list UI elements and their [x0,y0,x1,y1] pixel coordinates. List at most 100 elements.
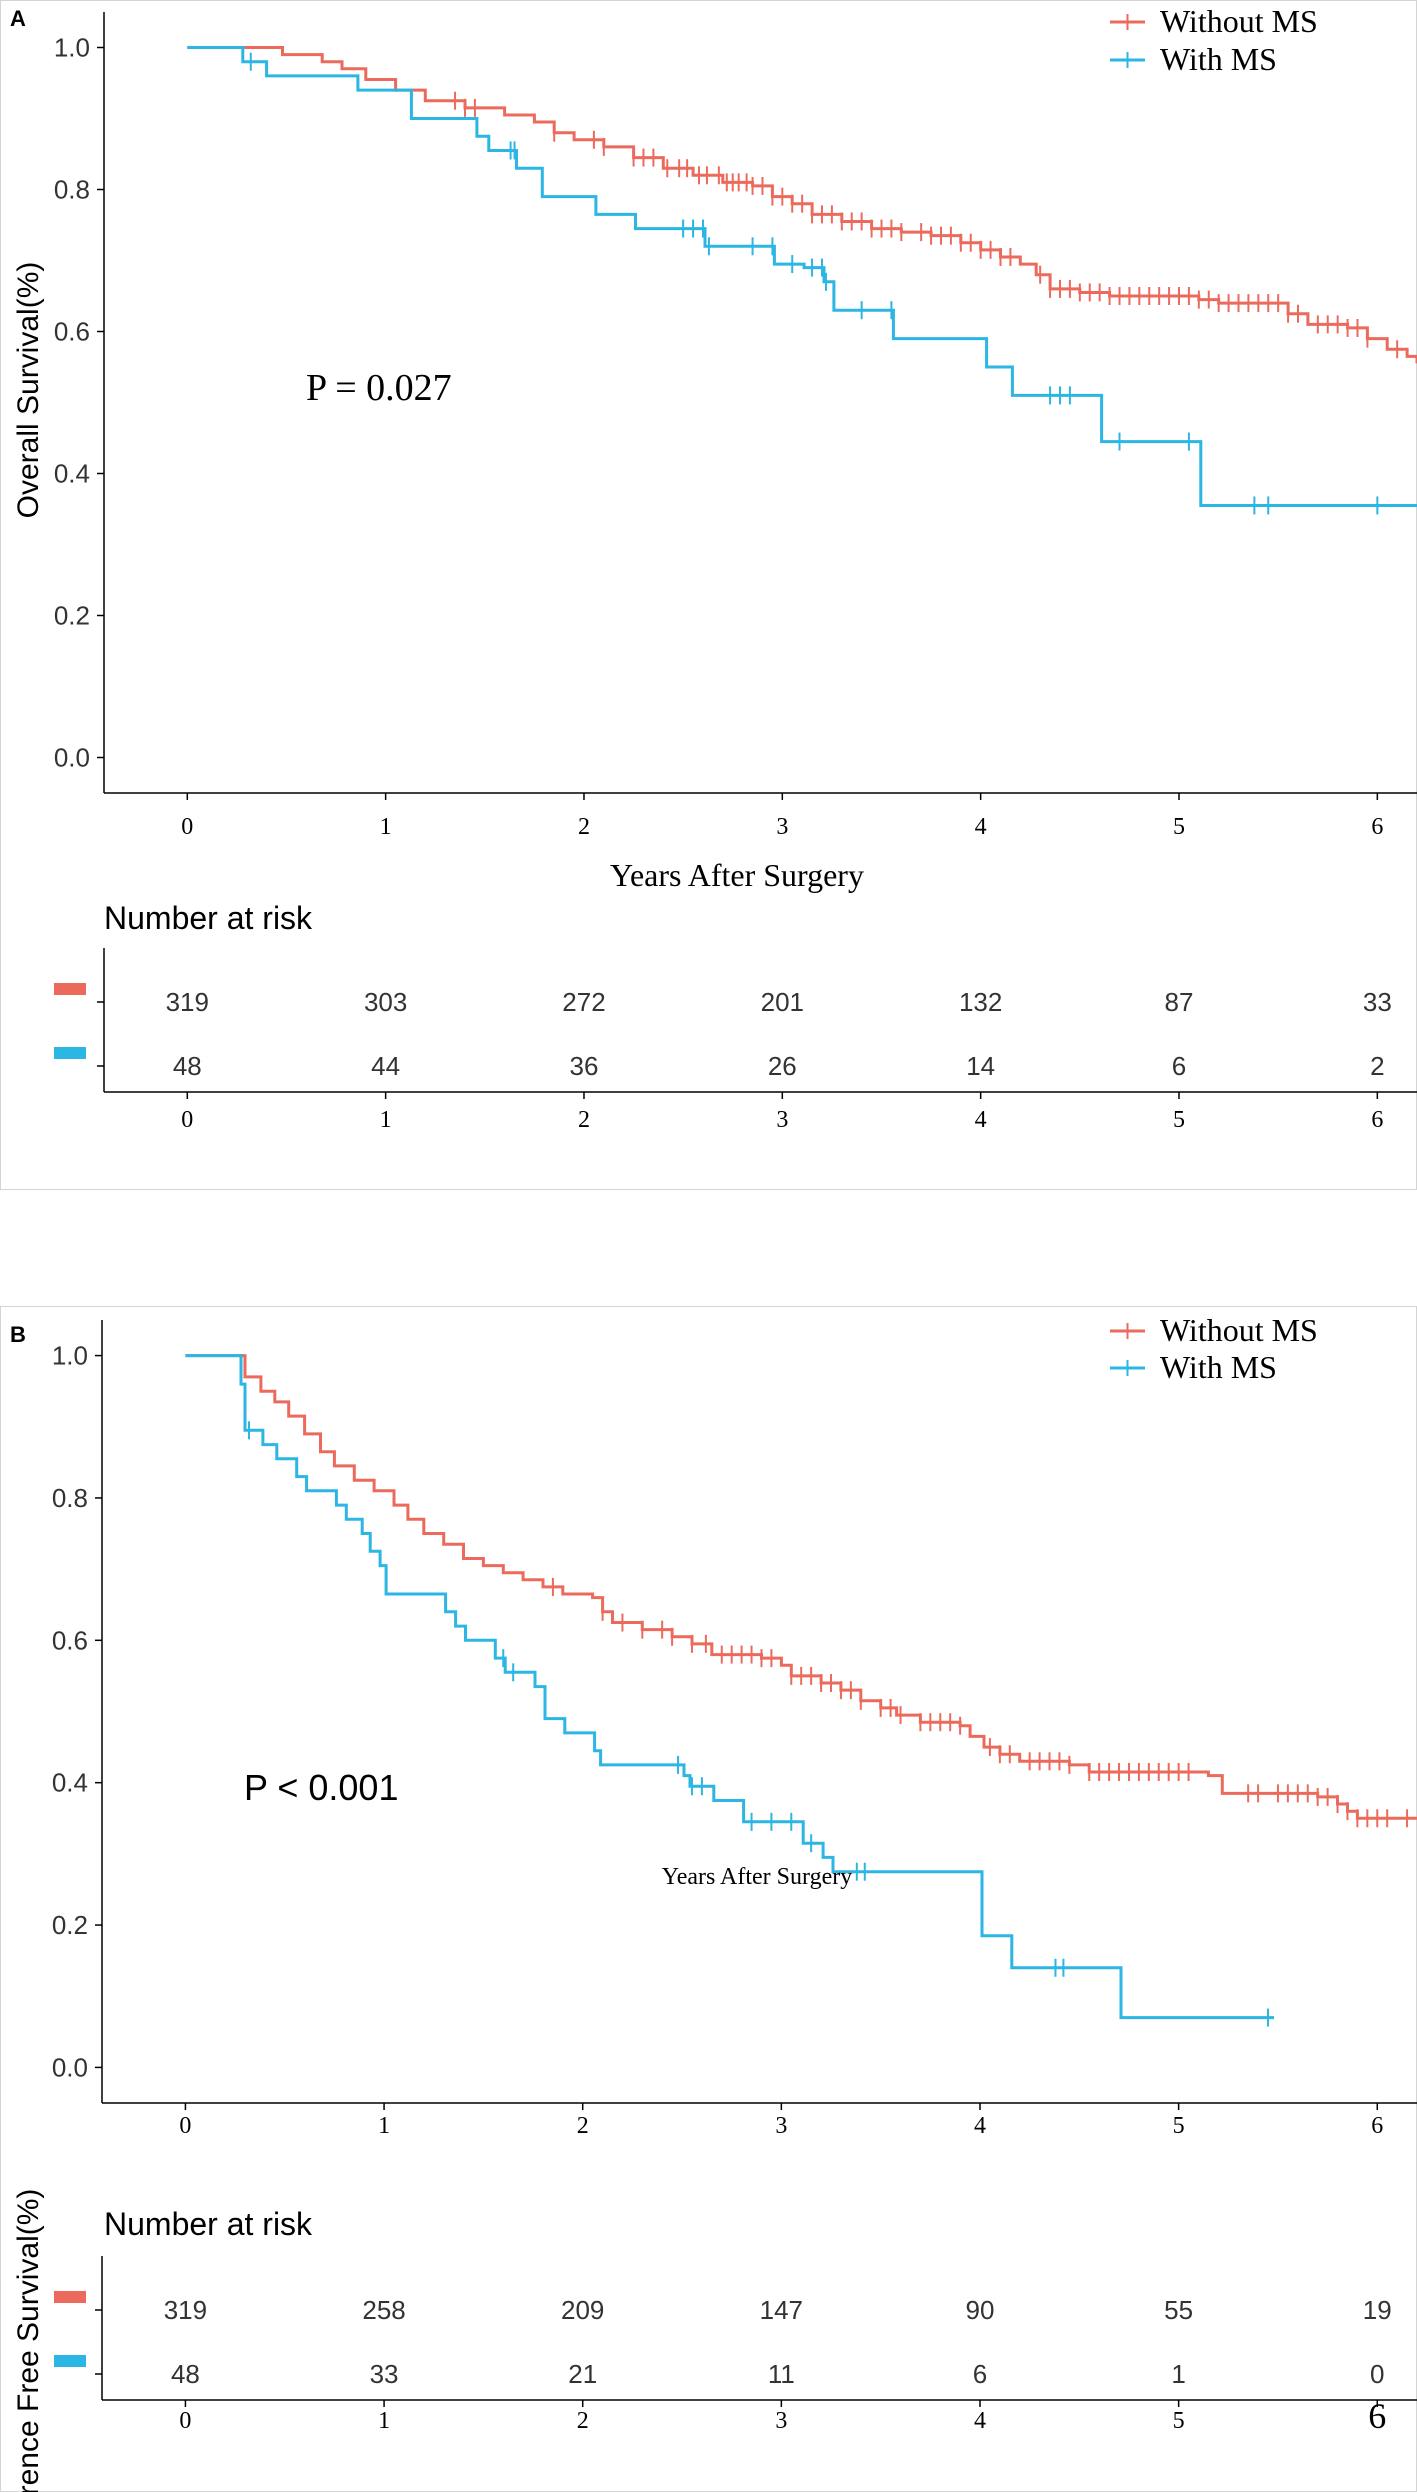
recurrence-free-survival-chart: B 0.0 0.2 0.4 0.6 0.8 1.0 0 1 2 3 4 5 6 Recurrence F… [0,1306,1417,2492]
risk-table-title: Number at risk [104,900,313,936]
risk-x-tick-label: 3 [775,2408,787,2434]
risk-count: 44 [371,1051,400,1081]
legend-label-without-ms: Without MS [1160,3,1318,39]
x-tick-label: 0 [179,2113,191,2139]
y-tick-label: 0.6 [54,317,90,347]
panel-border [0,0,1417,1190]
risk-count: 1 [1171,2359,1185,2389]
risk-count: 33 [370,2359,399,2389]
overall-survival-chart: A 0.0 0.2 0.4 0.6 0.8 1.0 0 1 2 3 4 5 6 Overall Surv… [0,0,1417,1190]
risk-x-tick-label: 1 [380,1107,392,1133]
risk-x-tick-label: 3 [776,1107,788,1133]
risk-row-swatch-without-ms [54,2291,86,2303]
risk-count: 14 [966,1051,995,1081]
risk-count: 21 [568,2359,597,2389]
risk-x-tick-label: 6 [1368,2396,1386,2436]
risk-count: 2 [1370,1051,1384,1081]
y-tick-label: 0.2 [52,1910,88,1940]
y-tick-label: 0.8 [52,1483,88,1513]
x-tick-label: 1 [380,814,392,840]
panel-label: A [10,6,26,31]
risk-x-tick-label: 1 [378,2408,390,2434]
risk-count: 6 [1172,1051,1186,1081]
risk-count: 90 [966,2295,995,2325]
risk-count: 6 [973,2359,987,2389]
y-tick-label: 0.4 [52,1768,88,1798]
risk-x-tick-label: 0 [179,2408,191,2434]
panel-border [0,1306,1417,2492]
risk-count: 201 [761,987,804,1017]
risk-count: 303 [364,987,407,1017]
survival-curve-with-ms [187,46,1417,507]
y-tick-label: 0.6 [52,1625,88,1655]
risk-count: 147 [760,2295,803,2325]
x-tick-label: 3 [775,2113,787,2139]
risk-count: 0 [1370,2359,1384,2389]
x-tick-label: 4 [975,814,987,840]
risk-count: 11 [768,2359,795,2389]
risk-count: 209 [561,2295,604,2325]
legend-label-with-ms: With MS [1160,1349,1277,1385]
risk-table: 319 258 209 147 90 55 19 48 33 21 11 6 1 0 0 1 2 3 4 5 6 [95,2256,1417,2436]
risk-count: 48 [171,2359,200,2389]
survival-curves [185,1354,1417,2027]
risk-x-tick-label: 4 [974,2408,986,2434]
x-tick-label: 4 [974,2113,986,2139]
axis-ticks: 0.0 0.2 0.4 0.6 0.8 1.0 0 1 2 3 4 5 6 [54,33,1383,841]
p-value-annotation: P < 0.001 [244,1767,398,1808]
risk-count: 33 [1363,987,1392,1017]
risk-count: 26 [768,1051,797,1081]
risk-x-tick-label: 0 [181,1107,193,1133]
survival-curve-without-ms [185,1354,1417,1820]
legend-label-without-ms: Without MS [1160,1312,1318,1348]
survival-curve-with-ms [185,1354,1274,2020]
risk-x-tick-label: 5 [1173,2408,1185,2434]
legend-label-with-ms: With MS [1160,41,1277,77]
risk-x-tick-label: 2 [578,1107,590,1133]
risk-row-swatch-with-ms [54,2355,86,2367]
risk-x-tick-label: 4 [975,1107,987,1133]
figure-panel-a: A 0.0 0.2 0.4 0.6 0.8 1.0 0 1 2 3 4 5 6 Overall Surv… [0,0,1417,1190]
risk-row-swatch-without-ms [54,983,86,995]
risk-count: 87 [1165,987,1194,1017]
y-tick-label: 0.0 [54,743,90,773]
risk-count: 132 [959,987,1002,1017]
risk-count: 55 [1164,2295,1193,2325]
y-tick-label: 1.0 [54,33,90,63]
risk-x-tick-label: 6 [1371,1107,1383,1133]
x-tick-label: 0 [181,814,193,840]
risk-count: 272 [562,987,605,1017]
axis-ticks: 0.0 0.2 0.4 0.6 0.8 1.0 0 1 2 3 4 5 6 [52,1341,1383,2139]
x-axis-label: Years After Surgery [662,1864,852,1890]
risk-count: 319 [164,2295,207,2325]
y-axis-label: Recurrence Free Survival(%) [12,2189,45,2492]
y-axis-label: Overall Survival(%) [12,262,45,519]
x-tick-label: 2 [577,2113,589,2139]
y-tick-label: 0.0 [52,2052,88,2082]
risk-x-tick-label: 5 [1173,1107,1185,1133]
plot-axes [103,12,1417,794]
x-tick-label: 1 [378,2113,390,2139]
risk-count: 319 [166,987,209,1017]
risk-count: 48 [173,1051,202,1081]
plot-axes [101,1320,1417,2104]
risk-row-swatch-with-ms [54,1047,86,1059]
x-tick-label: 3 [776,814,788,840]
risk-count: 19 [1363,2295,1392,2325]
x-axis-label: Years After Surgery [610,857,864,893]
risk-count: 258 [362,2295,405,2325]
x-tick-label: 6 [1371,2113,1383,2139]
survival-curves [187,46,1417,515]
x-tick-label: 5 [1173,814,1185,840]
p-value-annotation: P = 0.027 [306,367,452,409]
legend: Without MS With MS [1110,3,1318,77]
risk-table-title: Number at risk [104,2206,313,2242]
x-tick-label: 5 [1173,2113,1185,2139]
legend: Without MS With MS [1110,1312,1318,1385]
x-tick-label: 6 [1371,814,1383,840]
risk-count: 36 [570,1051,599,1081]
x-tick-label: 2 [578,814,590,840]
y-tick-label: 1.0 [52,1341,88,1371]
figure-panel-b: B 0.0 0.2 0.4 0.6 0.8 1.0 0 1 2 3 4 5 6 Recurrence F… [0,1306,1417,2492]
